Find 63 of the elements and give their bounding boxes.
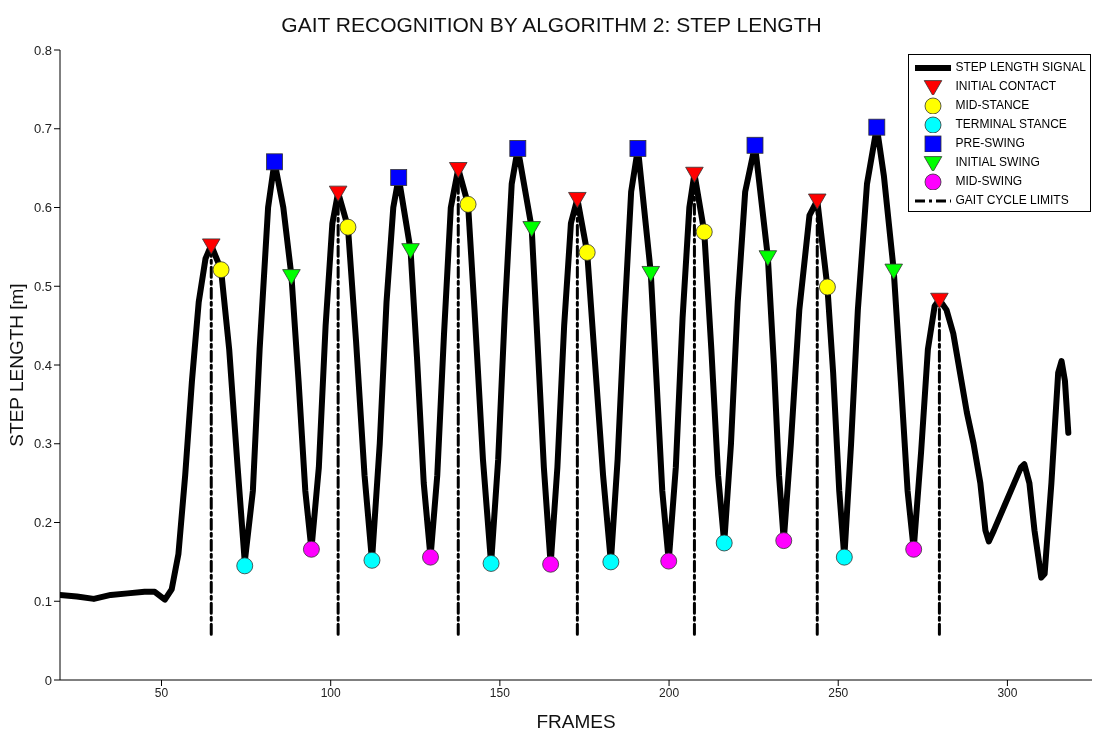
x-axis-title: FRAMES <box>536 711 616 732</box>
point <box>542 555 560 573</box>
point <box>390 169 408 186</box>
point <box>758 250 778 267</box>
point <box>905 540 923 558</box>
point <box>884 263 903 280</box>
point <box>522 221 541 238</box>
legend-label: INITIAL CONTACT <box>955 78 1057 93</box>
point <box>339 218 357 236</box>
point <box>746 136 764 154</box>
y-axis-title: STEP LENGTH [m] <box>5 283 27 447</box>
legend-label: PRE-SWING <box>955 135 1025 150</box>
point <box>303 540 320 558</box>
point <box>282 269 301 286</box>
point <box>459 195 477 213</box>
point <box>930 292 949 309</box>
point <box>629 140 647 157</box>
point <box>715 534 733 552</box>
point <box>202 238 221 255</box>
point <box>808 193 827 210</box>
point <box>641 266 660 283</box>
y-tick-label: 0 <box>44 672 52 688</box>
point <box>775 532 793 550</box>
x-tick-label: 300 <box>997 685 1018 700</box>
point <box>868 118 886 136</box>
y-tick-label: 0.5 <box>33 278 52 294</box>
point <box>328 185 348 202</box>
y-tick-label: 0.6 <box>33 200 52 216</box>
point <box>482 555 500 572</box>
point <box>401 243 420 260</box>
point <box>509 140 527 157</box>
point <box>212 261 230 279</box>
point <box>266 153 283 171</box>
legend-label: STEP LENGTH SIGNAL <box>955 59 1086 74</box>
point <box>695 223 713 241</box>
x-tick-label: 250 <box>828 685 849 700</box>
y-tick-label: 0.1 <box>33 593 52 609</box>
y-tick-label: 0.7 <box>33 121 52 137</box>
point <box>835 548 853 566</box>
point <box>236 557 254 575</box>
point <box>685 166 704 183</box>
x-tick-label: 100 <box>320 685 342 700</box>
legend-label: GAIT CYCLE LIMITS <box>955 192 1069 207</box>
point <box>422 548 439 566</box>
point <box>602 553 620 571</box>
point <box>568 192 587 209</box>
point <box>819 278 836 296</box>
x-tick-label: 150 <box>489 685 511 700</box>
point <box>449 162 468 179</box>
y-tick-label: 0.2 <box>33 515 52 531</box>
point <box>578 243 596 261</box>
legend-label: INITIAL SWING <box>955 154 1040 169</box>
legend-label: MID-SWING <box>955 173 1023 188</box>
x-tick-label: 200 <box>659 685 680 700</box>
legend-label: TERMINAL STANCE <box>955 116 1067 131</box>
x-tick-label: 50 <box>154 685 169 700</box>
point <box>363 551 381 569</box>
y-tick-label: 0.4 <box>33 357 52 373</box>
y-tick-label: 0.8 <box>33 42 52 58</box>
chart-title: GAIT RECOGNITION BY ALGORITHM 2: STEP LENGTH <box>280 12 823 38</box>
legend-label: MID-STANCE <box>955 97 1030 112</box>
y-tick-label: 0.3 <box>33 436 52 452</box>
point <box>660 552 678 570</box>
